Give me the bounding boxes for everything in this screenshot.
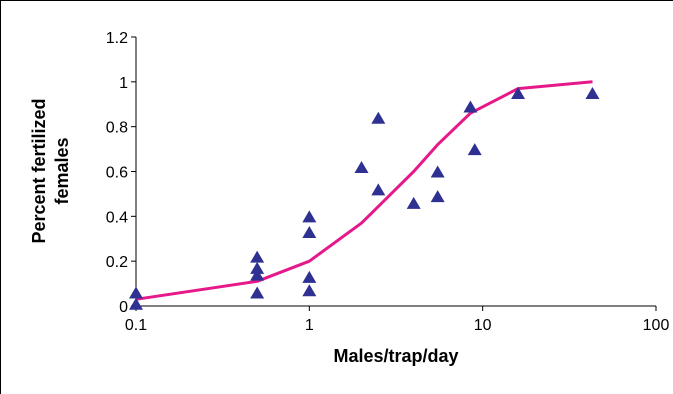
y-axis-label-line-1: Percent fertilized	[29, 98, 49, 243]
data-point-triangle	[371, 183, 386, 196]
x-axis-label: Males/trap/day	[333, 346, 458, 366]
data-point-triangle	[250, 286, 265, 299]
data-point-triangle	[250, 250, 265, 263]
x-tick-label: 10	[474, 317, 492, 334]
x-tick-label: 1	[305, 317, 314, 334]
data-point-triangle	[371, 111, 386, 124]
data-markers	[129, 87, 600, 310]
tick-labels: 0 0.2 0.4 0.6 0.8 1 1.2 0.1 1 10 100	[106, 30, 670, 334]
fitted-curve	[135, 80, 593, 301]
y-tick-label: 1.2	[106, 30, 128, 47]
data-point-triangle	[467, 143, 482, 156]
data-point-triangle	[463, 100, 478, 113]
y-tick-label: 0.8	[106, 120, 128, 137]
y-tick-label: 0.6	[106, 165, 128, 182]
data-point-triangle	[250, 268, 265, 281]
data-point-triangle	[250, 261, 265, 274]
data-point-triangle	[430, 165, 445, 178]
data-point-triangle	[129, 297, 143, 310]
chart-frame-left-edge	[0, 0, 1, 394]
x-tick-label: 100	[643, 317, 670, 334]
data-point-triangle	[430, 190, 445, 203]
y-tick-label: 0	[119, 299, 128, 316]
data-point-triangle	[585, 87, 600, 100]
data-point-triangle	[406, 196, 421, 209]
fit-line	[135, 80, 593, 301]
y-tick-label: 0.4	[106, 209, 128, 226]
x-tick-label: 0.1	[125, 317, 147, 334]
data-point-triangle	[511, 87, 526, 100]
data-point-triangle	[302, 210, 317, 223]
data-point-triangle	[302, 226, 317, 239]
y-tick-label: 0.2	[106, 254, 128, 271]
data-point-triangle	[302, 270, 317, 283]
y-tick-label: 1	[119, 75, 128, 92]
data-point-triangle	[302, 284, 317, 297]
y-axis-label-line-2: females	[52, 137, 72, 204]
data-point-triangle	[129, 286, 143, 299]
data-point-triangle	[354, 161, 369, 174]
axes	[131, 36, 657, 311]
